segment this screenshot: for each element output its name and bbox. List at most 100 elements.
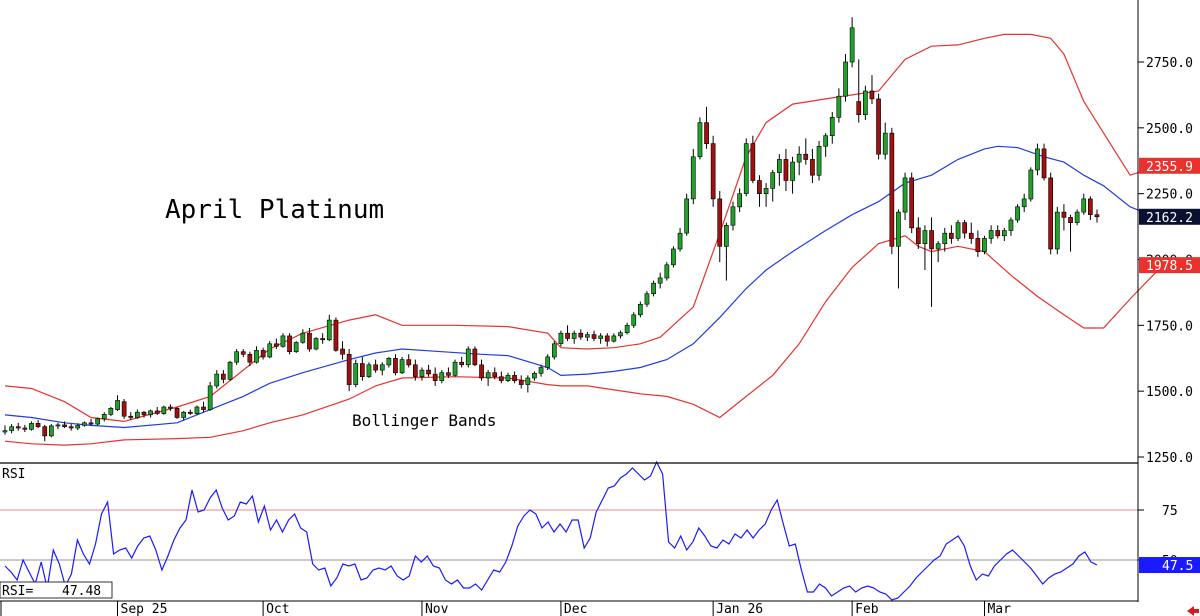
candle-body-down [995, 230, 1001, 237]
candle-body-down [426, 369, 431, 375]
time-tick-label: Mar [987, 602, 1011, 616]
candle-body-down [42, 426, 48, 437]
candle-body-down [446, 372, 451, 376]
candle [141, 410, 147, 418]
candle [346, 349, 352, 392]
candle [465, 346, 471, 368]
chart-title: April Platinum [165, 195, 384, 225]
candle [201, 401, 206, 413]
candle-body-up [135, 411, 140, 418]
candle [803, 138, 809, 165]
bollinger-annotation: Bollinger Bands [352, 411, 497, 430]
candle [101, 412, 107, 422]
candle [121, 399, 127, 419]
candle-body-up [922, 230, 928, 244]
candle-body-up [743, 143, 749, 194]
candle-body-down [948, 232, 954, 239]
candle-body-down [909, 177, 914, 229]
candle-body-up [2, 430, 8, 433]
lower-bollinger-band [4, 235, 1200, 446]
candle-body-down [512, 375, 517, 381]
candle [300, 329, 306, 344]
candle [843, 54, 848, 102]
candle [293, 341, 299, 353]
candle-body-up [935, 243, 941, 250]
candle-body-down [869, 90, 875, 100]
candle-body-up [293, 342, 299, 352]
candle [571, 330, 577, 344]
candle-body-up [108, 407, 114, 415]
candle-body-up [194, 406, 200, 414]
candle-body-up [571, 332, 577, 339]
candle [1094, 209, 1100, 223]
candle [644, 291, 650, 307]
candle [578, 329, 584, 340]
candle [406, 354, 412, 368]
candle-body-up [532, 372, 537, 379]
price-tag-label: 1978.5 [1146, 259, 1193, 274]
candle [538, 364, 544, 377]
candle-body-up [1074, 211, 1080, 223]
price-tag-lower-band [1139, 257, 1200, 274]
rsi-tick-label: 75 [1162, 504, 1178, 519]
candle [333, 317, 339, 352]
candle-body-up [637, 303, 643, 316]
candle-body-down [15, 426, 21, 429]
time-tick-label: Jan 26 [716, 602, 763, 616]
candle-body-up [55, 424, 61, 427]
candle [313, 337, 319, 351]
candle [260, 347, 266, 360]
candle [651, 280, 656, 297]
candle [307, 327, 312, 352]
candle-body-up [551, 343, 557, 358]
candle-body-up [300, 332, 306, 343]
candle-body-up [730, 206, 736, 226]
candle-body-up [214, 373, 220, 387]
rsi-readout-label: RSI= [2, 584, 33, 599]
candle-body-up [207, 385, 213, 410]
candle-body-down [717, 198, 723, 247]
candle [664, 262, 670, 281]
candle [677, 227, 683, 252]
candle [128, 412, 134, 421]
candle [439, 370, 445, 384]
candle-body-up [148, 410, 153, 416]
candle [148, 409, 153, 418]
candle [717, 191, 723, 263]
candle-body-down [889, 132, 895, 247]
candle [657, 272, 663, 289]
candle [889, 127, 895, 255]
candle-body-up [280, 335, 286, 347]
candle-body-up [115, 400, 120, 410]
candle-body-down [432, 373, 438, 382]
candle [340, 341, 345, 360]
candle [796, 146, 802, 176]
candle-body-up [849, 27, 855, 63]
candle-body-down [141, 411, 147, 416]
candle [856, 59, 862, 123]
candle [763, 183, 769, 207]
candle [29, 421, 34, 431]
candle [836, 88, 842, 123]
candle [505, 372, 511, 382]
candle [1074, 209, 1080, 226]
candle-body-down [320, 338, 326, 341]
candle [168, 404, 173, 411]
candle [15, 422, 21, 431]
candle-body-up [254, 350, 259, 363]
candle [671, 246, 676, 268]
candle-body-up [1081, 198, 1087, 213]
candle [287, 333, 292, 355]
candle [75, 423, 81, 431]
candle-body-up [611, 335, 617, 342]
scroll-left-arrow-icon[interactable] [1187, 606, 1199, 616]
candle [154, 406, 160, 415]
candle-body-up [1028, 169, 1034, 200]
rsi-readout-value: 47.48 [62, 584, 101, 599]
candle [1054, 206, 1060, 255]
rsi-reference-lines [0, 509, 1138, 561]
candle-body-up [651, 282, 656, 295]
candle-body-up [829, 117, 835, 137]
price-tag-label: 2355.9 [1146, 160, 1193, 175]
